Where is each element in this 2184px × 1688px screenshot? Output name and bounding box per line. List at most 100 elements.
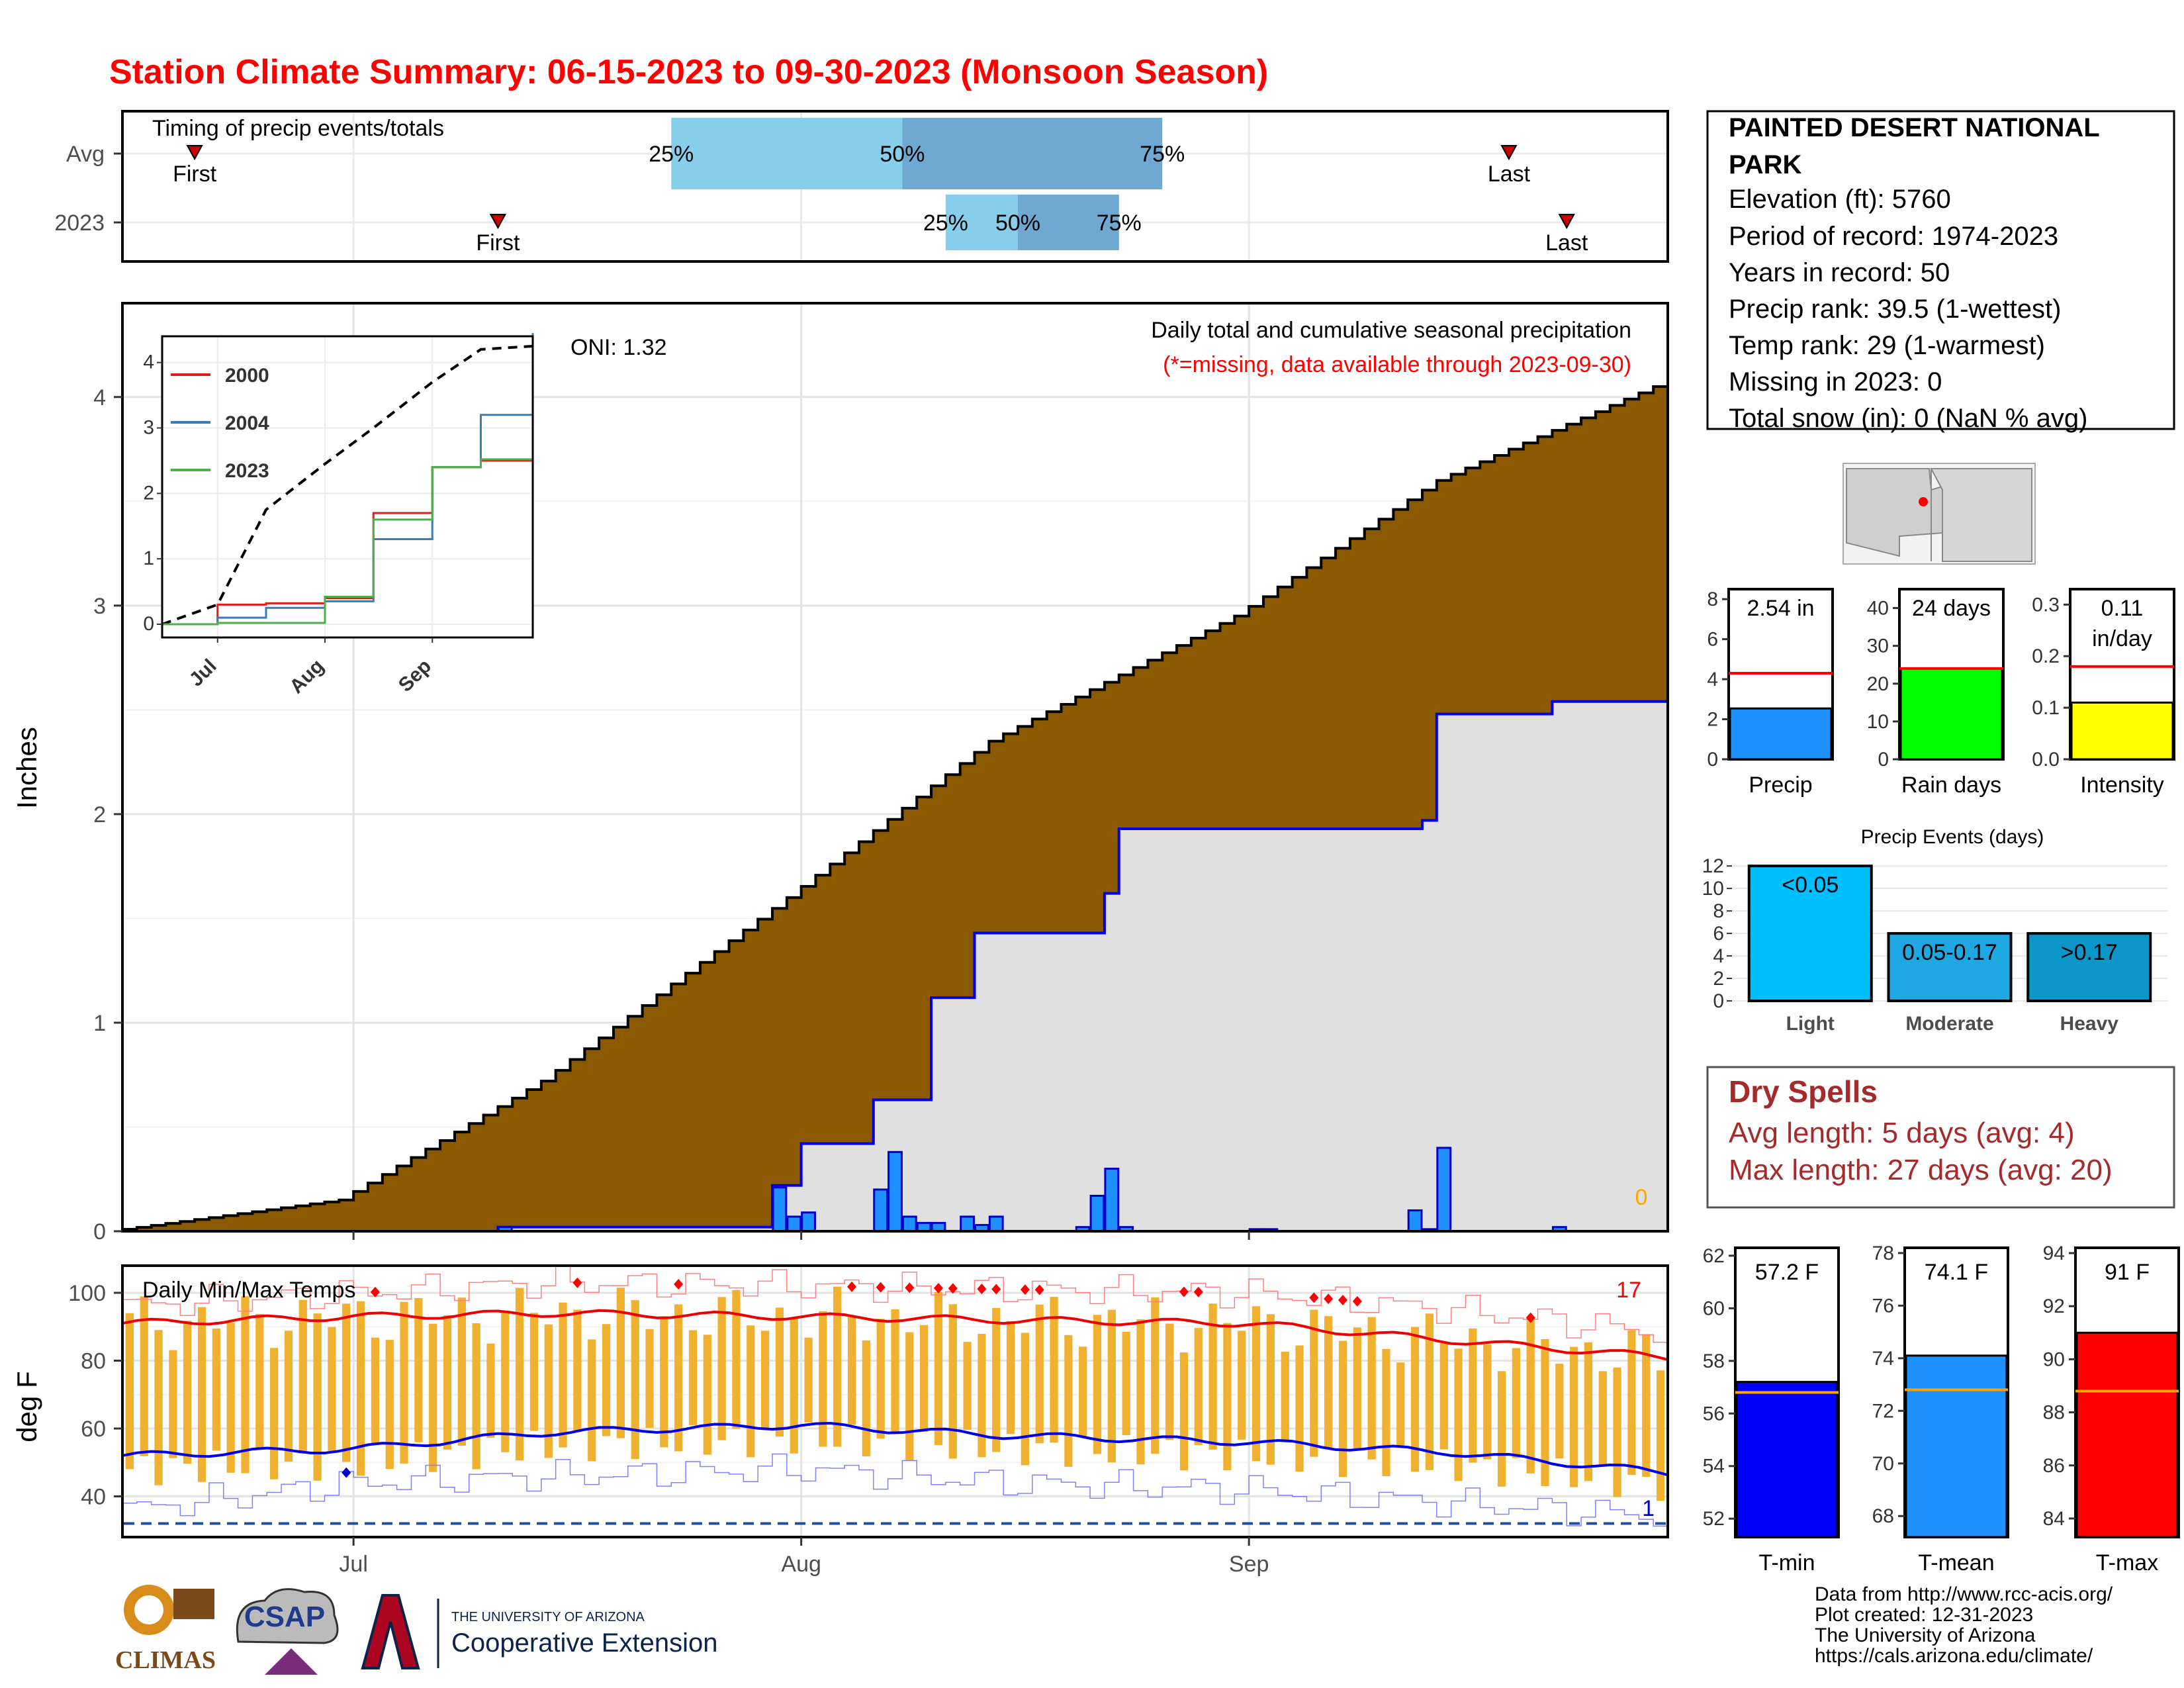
intensity-tick-label: 0.0 xyxy=(2032,749,2060,771)
daily-temp-bar xyxy=(732,1289,741,1429)
daily-temp-bar xyxy=(1382,1348,1390,1476)
event-tick-label: 4 xyxy=(1713,945,1724,967)
daily-temp-bar xyxy=(1598,1371,1607,1466)
precip-ytick-label: 3 xyxy=(93,594,106,619)
footer-credits: Data from http://www.rcc-acis.org/ Plot … xyxy=(1815,1583,2113,1667)
daily-precip-bar xyxy=(801,1211,816,1233)
daily-temp-bar xyxy=(356,1301,365,1476)
daily-precip-bar xyxy=(786,1215,802,1233)
record-high-marker xyxy=(370,1286,380,1297)
logo-climas: CLIMAS xyxy=(115,1585,216,1674)
record-high-marker xyxy=(1179,1286,1189,1297)
station-missing: Missing in 2023: 0 xyxy=(1729,367,1942,397)
station-name-line2: PARK xyxy=(1729,150,1801,179)
daily-temp-bar xyxy=(645,1329,654,1428)
daily-precip-bar xyxy=(873,1188,889,1233)
intensity-tick-label: 0.2 xyxy=(2032,645,2060,667)
tmean-bar xyxy=(1905,1354,2008,1538)
temp-chart-tmin: 52 54 56 58 60 62 57.2 F T-min xyxy=(1703,1245,1840,1575)
timing-pct25-label: 25% xyxy=(649,142,694,167)
daily-temp-bar xyxy=(616,1288,625,1438)
daily-temp-bar xyxy=(140,1296,148,1456)
record-high-marker xyxy=(1020,1284,1030,1295)
event-bar-heavy xyxy=(2026,932,2152,1002)
temp-chart-tmean: 68 70 72 74 76 78 74.1 F T-mean xyxy=(1872,1243,2009,1575)
tmean-tick-label: 72 xyxy=(1872,1400,1894,1422)
daily-temp-bar xyxy=(284,1331,293,1462)
daily-temp-bar xyxy=(847,1315,856,1425)
record-high-marker xyxy=(991,1284,1001,1295)
daily-temp-bar xyxy=(833,1286,842,1447)
rain-days-bar xyxy=(1899,667,2003,761)
daily-temp-bar xyxy=(1367,1317,1376,1460)
event-category-label: Moderate xyxy=(1905,1013,1993,1035)
record-high-marker xyxy=(977,1284,987,1295)
daily-temp-bar xyxy=(1035,1304,1044,1444)
daily-temp-bar xyxy=(1425,1313,1434,1470)
rain-days-value: 24 days xyxy=(1912,596,1991,621)
daily-temp-bar xyxy=(1627,1330,1636,1476)
tmin-tick-label: 54 xyxy=(1703,1456,1725,1477)
timing-pct50-label: 50% xyxy=(880,142,925,167)
tmax-tick-label: 94 xyxy=(2043,1243,2065,1264)
daily-temp-bar xyxy=(313,1313,322,1481)
record-high-marker xyxy=(1034,1284,1044,1295)
daily-temp-bar xyxy=(573,1309,582,1432)
precip-value: 2.54 in xyxy=(1747,596,1814,621)
daily-temp-bar xyxy=(212,1329,220,1451)
daily-precip-bar xyxy=(1104,1167,1120,1233)
daily-temp-bar xyxy=(1469,1328,1477,1463)
precip-tick-label: 2 xyxy=(1707,709,1718,731)
record-high-marker xyxy=(1309,1292,1319,1303)
daily-temp-bar xyxy=(1483,1344,1492,1460)
event-tick-label: 6 xyxy=(1713,923,1724,945)
station-location-marker xyxy=(1919,497,1928,506)
daily-temp-bar xyxy=(1208,1303,1217,1450)
daily-temp-bar xyxy=(948,1304,957,1459)
station-info: PAINTED DESERT NATIONAL PARK Elevation (… xyxy=(1706,110,2175,433)
precip-panel-title: Daily total and cumulative seasonal prec… xyxy=(1151,318,1631,343)
precip-ylabel: Inches xyxy=(11,727,42,809)
tmax-value: 91 F xyxy=(2105,1260,2150,1285)
temp-panel-label: Daily Min/Max Temps xyxy=(142,1278,355,1303)
daily-temp-bar xyxy=(559,1302,567,1448)
daily-temp-bar xyxy=(1194,1328,1203,1446)
dry-spells-max: Max length: 27 days (avg: 20) xyxy=(1729,1154,2113,1186)
inset-series-line xyxy=(161,344,533,626)
precip-events-title: Precip Events (days) xyxy=(1861,826,2044,848)
daily-temp-bar xyxy=(602,1324,611,1436)
daily-precip-bar xyxy=(988,1215,1004,1233)
daily-temp-bar xyxy=(226,1323,235,1473)
daily-temp-bar xyxy=(804,1337,813,1423)
daily-temp-bar xyxy=(747,1325,755,1458)
timing-first-label: First xyxy=(173,162,217,187)
rain-days-tick-label: 40 xyxy=(1867,598,1889,620)
legend-2023: 2023 xyxy=(225,460,269,482)
daily-precip-bar xyxy=(1407,1209,1423,1233)
daily-temp-bar xyxy=(1497,1371,1506,1487)
record-high-marker xyxy=(1193,1286,1203,1297)
daily-temp-bar xyxy=(342,1303,351,1462)
ua-big-text: Cooperative Extension xyxy=(451,1628,717,1658)
daily-precip-bar xyxy=(960,1215,976,1233)
daily-temp-bar xyxy=(1107,1309,1116,1463)
tmin-tick-label: 58 xyxy=(1703,1350,1725,1372)
daily-temp-bar xyxy=(1555,1364,1564,1459)
daily-temp-bar xyxy=(298,1299,307,1454)
tmean-tick-label: 70 xyxy=(1872,1453,1894,1475)
tmax-label: T-max xyxy=(2096,1550,2158,1575)
daily-temp-bar xyxy=(255,1313,264,1450)
daily-precip-bar xyxy=(1089,1194,1105,1233)
temp-ytick-label: 60 xyxy=(81,1417,106,1442)
inset-ytick-label: 4 xyxy=(143,352,154,373)
tmin-bar xyxy=(1735,1381,1839,1538)
daily-temp-bar xyxy=(1021,1333,1030,1466)
record-highs-count: 17 xyxy=(1616,1278,1641,1303)
daily-temp-bar xyxy=(1223,1323,1232,1470)
inset-series-line xyxy=(162,333,534,626)
precip-ytick-label: 4 xyxy=(93,385,106,410)
daily-temp-bar xyxy=(1512,1348,1520,1458)
timing-pct50-label: 50% xyxy=(995,211,1040,236)
tmin-tick-label: 56 xyxy=(1703,1403,1725,1425)
